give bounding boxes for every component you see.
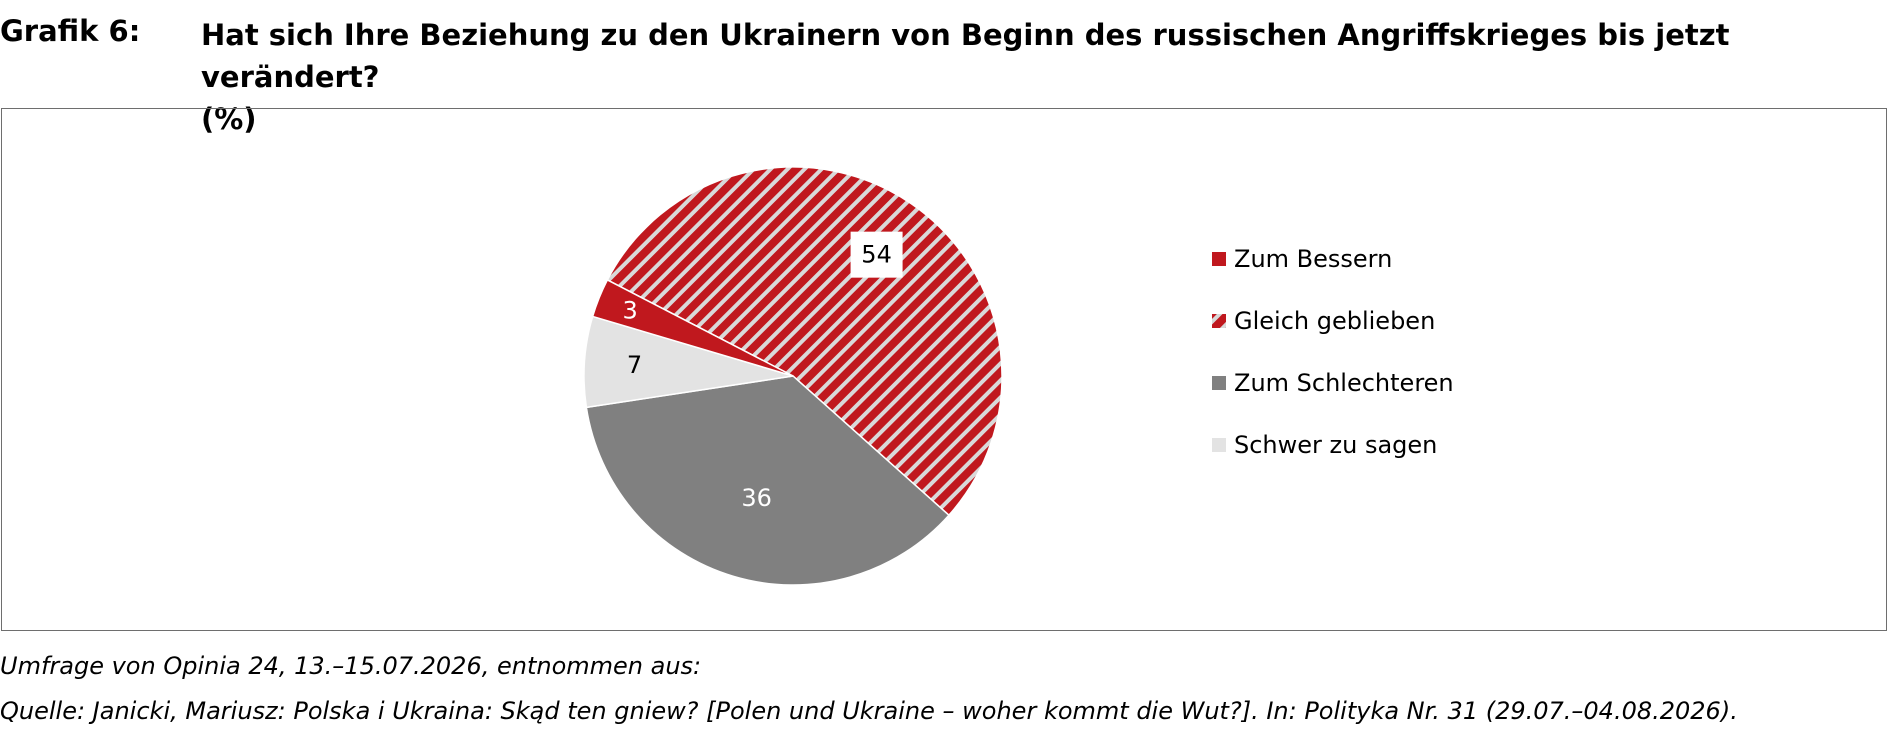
legend-label-zum-schlechteren: Zum Schlechteren <box>1234 369 1454 397</box>
footer-survey-note: Umfrage von Opinia 24, 13.–15.07.2026, e… <box>0 652 702 680</box>
data-label-zum-schlechteren: 36 <box>741 484 772 512</box>
figure-number: Grafik 6: <box>0 14 141 48</box>
legend-swatch-zum-bessern <box>1212 252 1226 266</box>
legend-swatch-schwer-zu-sagen <box>1212 438 1226 452</box>
pie-slice-zum-schlechteren <box>585 375 950 586</box>
legend-label-schwer-zu-sagen: Schwer zu sagen <box>1234 431 1437 459</box>
legend-label-gleich-geblieben: Gleich geblieben <box>1234 307 1435 335</box>
chart-frame: 54 36 7 3 Zum Bessern Gleich geblieben Zum Sc… <box>1 108 1887 631</box>
footer-source: Quelle: Janicki, Mariusz: Polska i Ukrai… <box>0 697 1738 725</box>
legend-swatch-zum-schlechteren <box>1212 376 1226 390</box>
data-label-box-gleich-geblieben <box>850 231 903 278</box>
legend-swatch-gleich-geblieben <box>1212 314 1226 328</box>
chart-title-line-2: (%) <box>201 102 257 136</box>
data-label-zum-bessern: 3 <box>623 296 638 324</box>
legend-label-zum-bessern: Zum Bessern <box>1234 245 1392 273</box>
pie-chart: 54 36 7 3 Zum Bessern Gleich geblieben Zum Sc… <box>583 166 1454 586</box>
pie-slice-gleich-geblieben <box>606 166 1003 517</box>
data-label-schwer-zu-sagen: 7 <box>627 351 642 379</box>
data-label-gleich-geblieben: 54 <box>861 241 892 269</box>
chart-title: Hat sich Ihre Beziehung zu den Ukrainern… <box>201 14 1886 140</box>
chart-title-line-1: Hat sich Ihre Beziehung zu den Ukrainern… <box>201 18 1730 94</box>
pie-slice-zum-bessern <box>591 278 794 377</box>
